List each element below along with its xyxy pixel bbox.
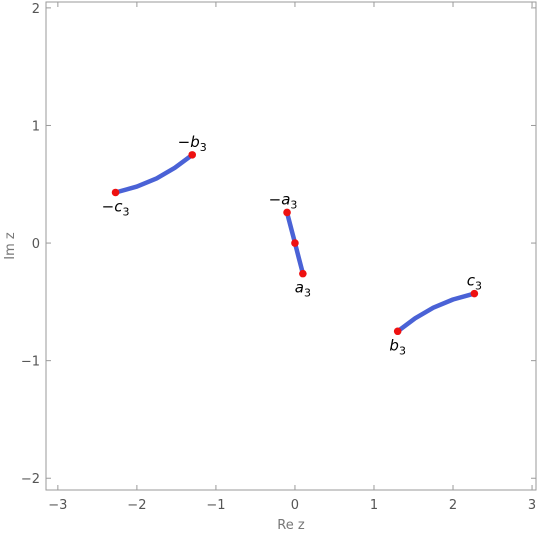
point-marker	[291, 239, 299, 247]
point-marker	[283, 208, 291, 217]
x-axis-title: Re z	[277, 518, 305, 533]
curve-segment	[395, 291, 477, 334]
point-marker	[393, 327, 402, 336]
x-tick-label: 3	[528, 498, 536, 513]
y-tick-label: −2	[21, 472, 40, 487]
point-label: −c3	[102, 197, 130, 218]
y-axis-title: Im z	[3, 232, 18, 260]
point-marker	[111, 188, 120, 197]
y-tick-label: 1	[32, 119, 40, 134]
point-label: −b3	[178, 133, 207, 154]
x-tick-label: 1	[370, 498, 378, 513]
axis-tick-labels: −3 −2 −1 0 1 2 3 −2 −1 0 1 2	[21, 2, 536, 513]
point-label: a3	[295, 279, 311, 300]
x-tick-label: −3	[48, 498, 67, 513]
x-tick-label: 0	[291, 498, 299, 513]
axis-ticks	[46, 2, 536, 490]
point-label: −a3	[269, 190, 298, 211]
x-tick-label: −2	[127, 498, 146, 513]
x-tick-label: 2	[449, 498, 457, 513]
y-tick-label: 2	[32, 2, 40, 17]
curve-segment	[113, 152, 195, 195]
point-marker	[470, 289, 479, 298]
point-label: b3	[389, 336, 406, 357]
point-label: c3	[467, 272, 482, 293]
point-marker	[299, 269, 307, 278]
x-tick-label: −1	[206, 498, 225, 513]
point-marker	[188, 151, 197, 159]
y-tick-label: 0	[32, 237, 40, 252]
plot-frame	[45, 1, 537, 491]
point-markers	[111, 151, 479, 336]
point-labels: −c3 −b3 −a3 a3 b3 c3	[102, 133, 482, 357]
y-tick-label: −1	[21, 355, 40, 370]
